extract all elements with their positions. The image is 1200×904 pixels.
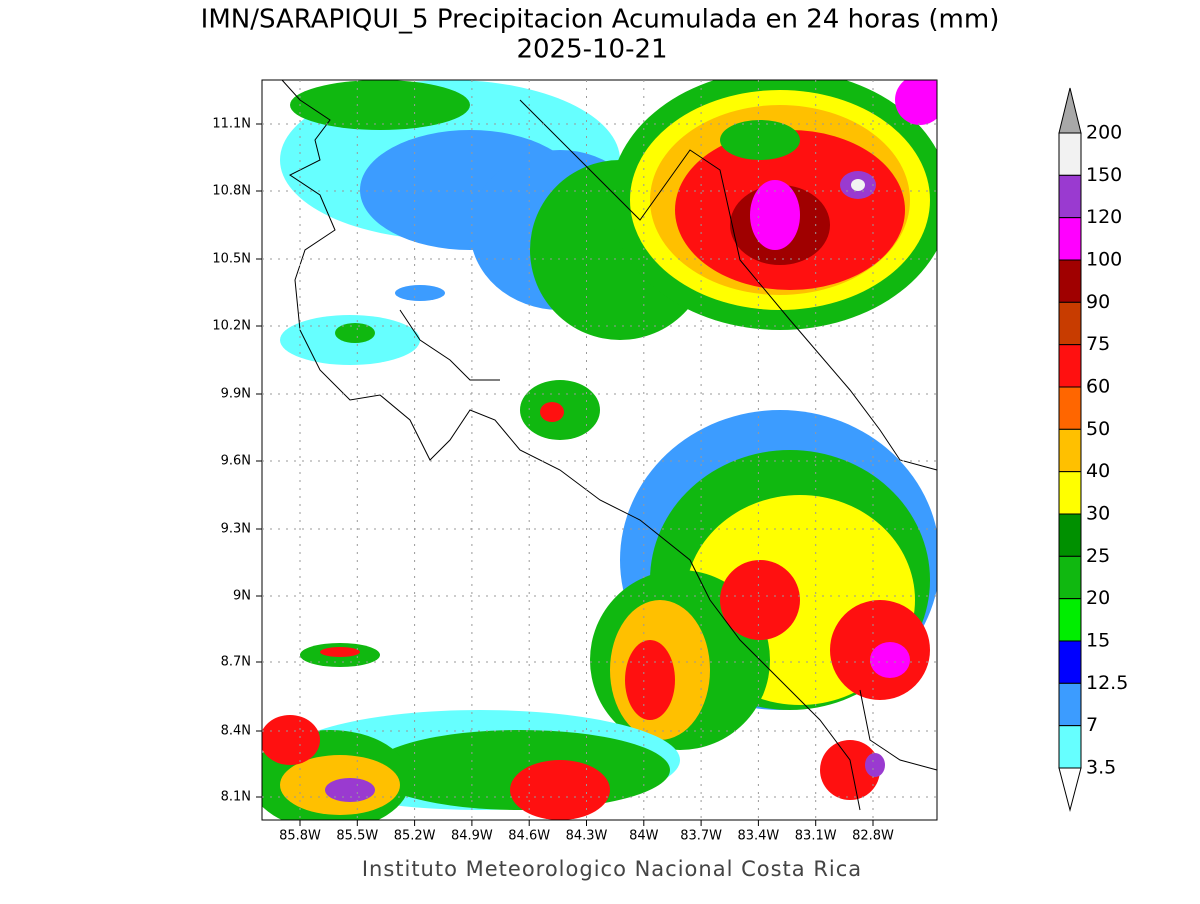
colorbar-box xyxy=(1058,344,1082,388)
colorbar-box xyxy=(1058,640,1082,684)
lon-label: 85.8W xyxy=(279,829,321,844)
lat-label: 9.6N xyxy=(221,454,251,469)
colorbar-box xyxy=(1058,471,1082,515)
colorbar-under xyxy=(1058,767,1082,812)
colorbar-label: 60 xyxy=(1086,376,1110,398)
colorbar-label: 75 xyxy=(1086,333,1110,355)
lon-label: 84.3W xyxy=(566,829,608,844)
lat-label: 9.9N xyxy=(221,387,251,402)
lon-label: 82.8W xyxy=(852,829,894,844)
colorbar-label: 150 xyxy=(1086,164,1122,186)
colorbar-label: 12.5 xyxy=(1086,672,1128,694)
lon-label: 83.4W xyxy=(737,829,779,844)
lat-label: 11.1N xyxy=(212,117,251,132)
colorbar-box xyxy=(1058,174,1082,219)
axes: 11.1N 10.8N 10.5N 10.2N 9.9N 9.6N 9.3N 9N 8.7N 8.… xyxy=(212,117,894,844)
lon-label: 85.5W xyxy=(336,829,378,844)
lat-label: 8.4N xyxy=(221,724,251,739)
lat-label: 8.7N xyxy=(221,655,251,670)
colorbar-box xyxy=(1058,513,1082,557)
lon-label: 85.2W xyxy=(394,829,436,844)
map-frame xyxy=(261,79,938,821)
footer: Instituto Meteorologico Nacional Costa R… xyxy=(362,857,862,881)
colorbar-label: 120 xyxy=(1086,206,1122,228)
colorbar-over xyxy=(1058,87,1082,134)
colorbar-label: 40 xyxy=(1086,460,1110,482)
colorbar-box xyxy=(1058,386,1082,430)
lon-label: 83.1W xyxy=(795,829,837,844)
lat-label: 9.3N xyxy=(221,522,251,537)
lon-label: 84.9W xyxy=(451,829,493,844)
lat-label: 10.2N xyxy=(212,319,251,334)
colorbar-label: 100 xyxy=(1086,249,1122,271)
title: IMN/SARAPIQUI_5 Precipitacion Acumulada … xyxy=(201,5,1000,35)
colorbar-box xyxy=(1058,555,1082,600)
colorbar-label: 50 xyxy=(1086,418,1110,440)
colorbar: 200 150 120 100 90 75 60 50 40 30 25 20 15 12.5 7 3.5 xyxy=(1058,87,1128,812)
subtitle: 2025-10-21 xyxy=(516,35,667,65)
lon-label: 83.7W xyxy=(680,829,722,844)
colorbar-label: 7 xyxy=(1086,714,1098,736)
lat-label: 9N xyxy=(233,589,251,604)
lat-label: 10.8N xyxy=(212,184,251,199)
colorbar-box xyxy=(1058,598,1082,642)
precip-field xyxy=(262,80,937,820)
colorbar-box xyxy=(1058,725,1082,769)
colorbar-box xyxy=(1058,259,1082,303)
colorbar-label: 30 xyxy=(1086,503,1110,525)
lat-label: 8.1N xyxy=(221,790,251,805)
lon-label: 84.6W xyxy=(508,829,550,844)
colorbar-box xyxy=(1058,428,1082,473)
colorbar-label: 25 xyxy=(1086,545,1110,567)
colorbar-label: 200 xyxy=(1086,122,1122,144)
colorbar-box xyxy=(1058,217,1082,261)
colorbar-box xyxy=(1058,301,1082,346)
colorbar-label: 20 xyxy=(1086,587,1110,609)
lon-label: 84W xyxy=(629,829,659,844)
lat-label: 10.5N xyxy=(212,252,251,267)
graticule xyxy=(262,80,937,820)
colorbar-label: 15 xyxy=(1086,630,1110,652)
colorbar-box xyxy=(1058,132,1082,176)
colorbar-box xyxy=(1058,682,1082,727)
coastline xyxy=(281,79,938,811)
colorbar-label: 90 xyxy=(1086,291,1110,313)
colorbar-label: 3.5 xyxy=(1086,757,1116,779)
